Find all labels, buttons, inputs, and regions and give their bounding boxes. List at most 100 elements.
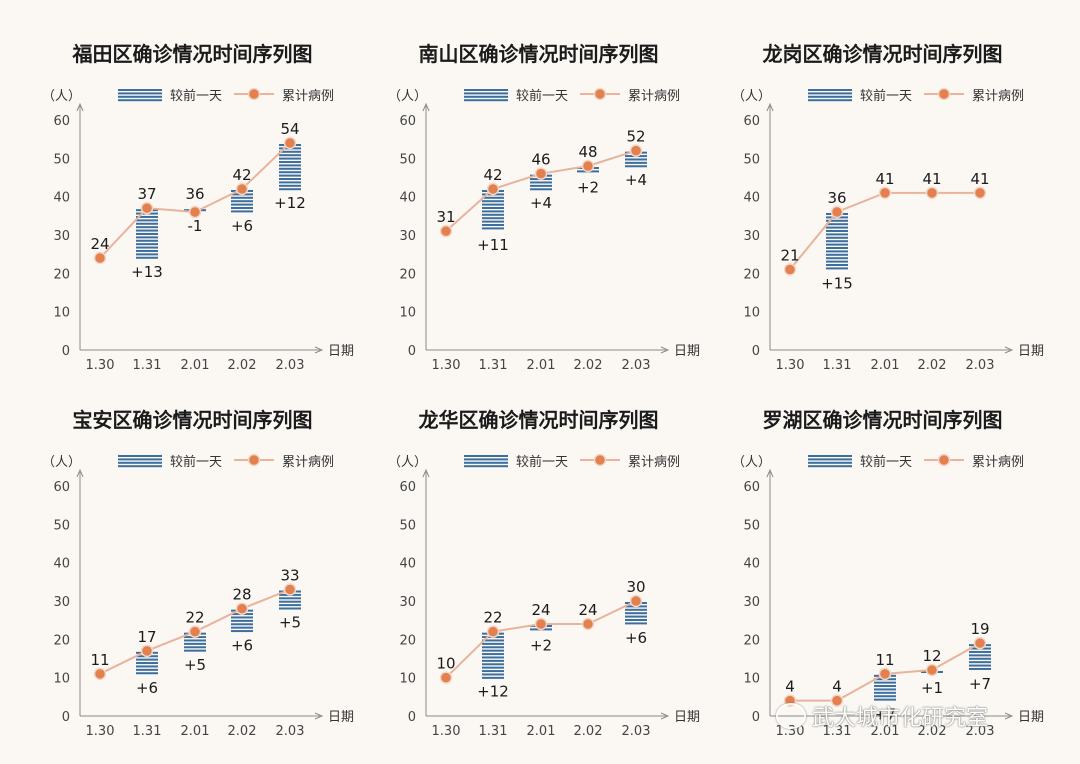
cumulative-label: 31 — [436, 208, 455, 226]
cumulative-point — [783, 263, 797, 276]
cumulative-label: 36 — [185, 185, 204, 203]
x-axis-arrow — [1004, 712, 1014, 720]
cumulative-point — [283, 136, 297, 150]
x-axis-arrow — [314, 346, 324, 354]
x-tick-label: 2.02 — [918, 358, 947, 373]
chart-panel: 南山区确诊情况时间序列图 （人） 较前一天 累计病例 日期 0 10 20 30 40 50 60 1.… — [366, 30, 711, 390]
y-axis-arrow — [766, 468, 774, 478]
y-tick-label: 20 — [399, 267, 416, 282]
cumulative-label: 19 — [970, 620, 989, 638]
cumulative-point — [629, 144, 643, 157]
chart-panel: 罗湖区确诊情况时间序列图 （人） 较前一天 累计病例 日期 0 10 20 30 40 50 60 1.… — [710, 396, 1055, 756]
change-label: +6 — [231, 217, 253, 235]
cumulative-label: 42 — [483, 166, 502, 184]
change-label: -1 — [188, 217, 203, 235]
cumulative-point — [534, 167, 548, 180]
chart-title: 龙岗区确诊情况时间序列图 — [762, 42, 1003, 66]
legend-change-swatch — [464, 455, 508, 468]
y-unit-label: （人） — [388, 89, 427, 104]
cumulative-label: 46 — [531, 151, 550, 169]
y-tick-label: 10 — [399, 306, 416, 321]
cumulative-label: 41 — [875, 170, 894, 188]
y-tick-label: 40 — [399, 557, 416, 572]
chart-panel: 福田区确诊情况时间序列图 （人） 较前一天 累计病例 日期 0 10 20 30 40 50 60 1.… — [20, 30, 365, 390]
legend-change-swatch — [118, 455, 162, 468]
y-tick-label: 0 — [62, 344, 70, 359]
change-label: +15 — [821, 275, 853, 293]
legend-cum-label: 累计病例 — [628, 89, 680, 104]
y-tick-label: 30 — [399, 229, 416, 244]
x-axis-label: 日期 — [1018, 344, 1044, 359]
cumulative-point — [973, 636, 987, 650]
y-tick-label: 10 — [399, 672, 416, 687]
x-axis-arrow — [660, 346, 670, 354]
y-tick-label: 50 — [53, 152, 70, 167]
y-tick-label: 10 — [743, 306, 760, 321]
cumulative-point — [140, 644, 154, 658]
legend-cum-marker — [593, 87, 607, 101]
cumulative-label: 52 — [626, 128, 645, 146]
change-label: +6 — [136, 679, 158, 697]
x-tick-label: 1.31 — [133, 358, 162, 373]
y-tick-label: 40 — [399, 191, 416, 206]
cumulative-point — [581, 159, 595, 173]
cumulative-point — [486, 625, 500, 638]
y-tick-label: 20 — [53, 633, 70, 648]
x-tick-label: 1.30 — [86, 358, 115, 373]
y-tick-label: 20 — [743, 633, 760, 648]
x-axis-label: 日期 — [328, 344, 354, 359]
cumulative-label: 33 — [280, 567, 299, 585]
y-axis-arrow — [422, 102, 430, 112]
y-tick-label: 60 — [53, 114, 70, 129]
cumulative-point — [235, 602, 249, 615]
y-unit-label: （人） — [732, 455, 771, 470]
x-tick-label: 2.03 — [622, 358, 651, 373]
cumulative-label: 41 — [922, 170, 941, 188]
y-tick-label: 0 — [408, 344, 416, 359]
legend-change-label: 较前一天 — [516, 88, 568, 104]
y-tick-label: 30 — [399, 595, 416, 610]
y-unit-label: （人） — [732, 89, 771, 104]
cumulative-point — [235, 182, 249, 196]
legend-change-swatch — [808, 89, 852, 102]
y-tick-label: 30 — [743, 595, 760, 610]
cumulative-point — [534, 617, 548, 631]
y-tick-label: 20 — [743, 267, 760, 282]
cumulative-label: 41 — [970, 170, 989, 188]
cumulative-label: 37 — [137, 185, 156, 203]
x-tick-label: 2.01 — [871, 358, 900, 373]
cumulative-point — [925, 663, 939, 677]
cumulative-label: 12 — [922, 647, 941, 665]
change-label: +5 — [184, 656, 206, 674]
y-tick-label: 60 — [53, 480, 70, 495]
cumulative-label: 17 — [137, 628, 156, 646]
x-tick-label: 2.01 — [181, 358, 210, 373]
legend-change-label: 较前一天 — [860, 88, 912, 104]
cumulative-point — [439, 224, 453, 238]
cumulative-point — [830, 205, 844, 219]
cumulative-label: 36 — [827, 189, 846, 207]
y-tick-label: 50 — [743, 518, 760, 533]
y-axis-arrow — [76, 102, 84, 112]
x-tick-label: 1.30 — [432, 724, 461, 739]
cumulative-label: 24 — [531, 601, 550, 619]
watermark: 武大城市化研究室 — [776, 700, 988, 732]
change-label: +6 — [625, 629, 647, 647]
cumulative-point — [188, 625, 202, 638]
x-axis-arrow — [314, 712, 324, 720]
change-label: +4 — [625, 171, 647, 189]
y-axis-arrow — [766, 102, 774, 112]
y-tick-label: 60 — [743, 114, 760, 129]
cumulative-point — [486, 182, 500, 196]
cumulative-label: 4 — [832, 678, 842, 696]
legend-cum-label: 累计病例 — [282, 89, 334, 104]
x-axis-arrow — [660, 712, 670, 720]
legend-change-label: 较前一天 — [516, 454, 568, 470]
legend-cum-marker — [247, 87, 261, 101]
y-tick-label: 40 — [53, 191, 70, 206]
cumulative-point — [188, 205, 202, 219]
